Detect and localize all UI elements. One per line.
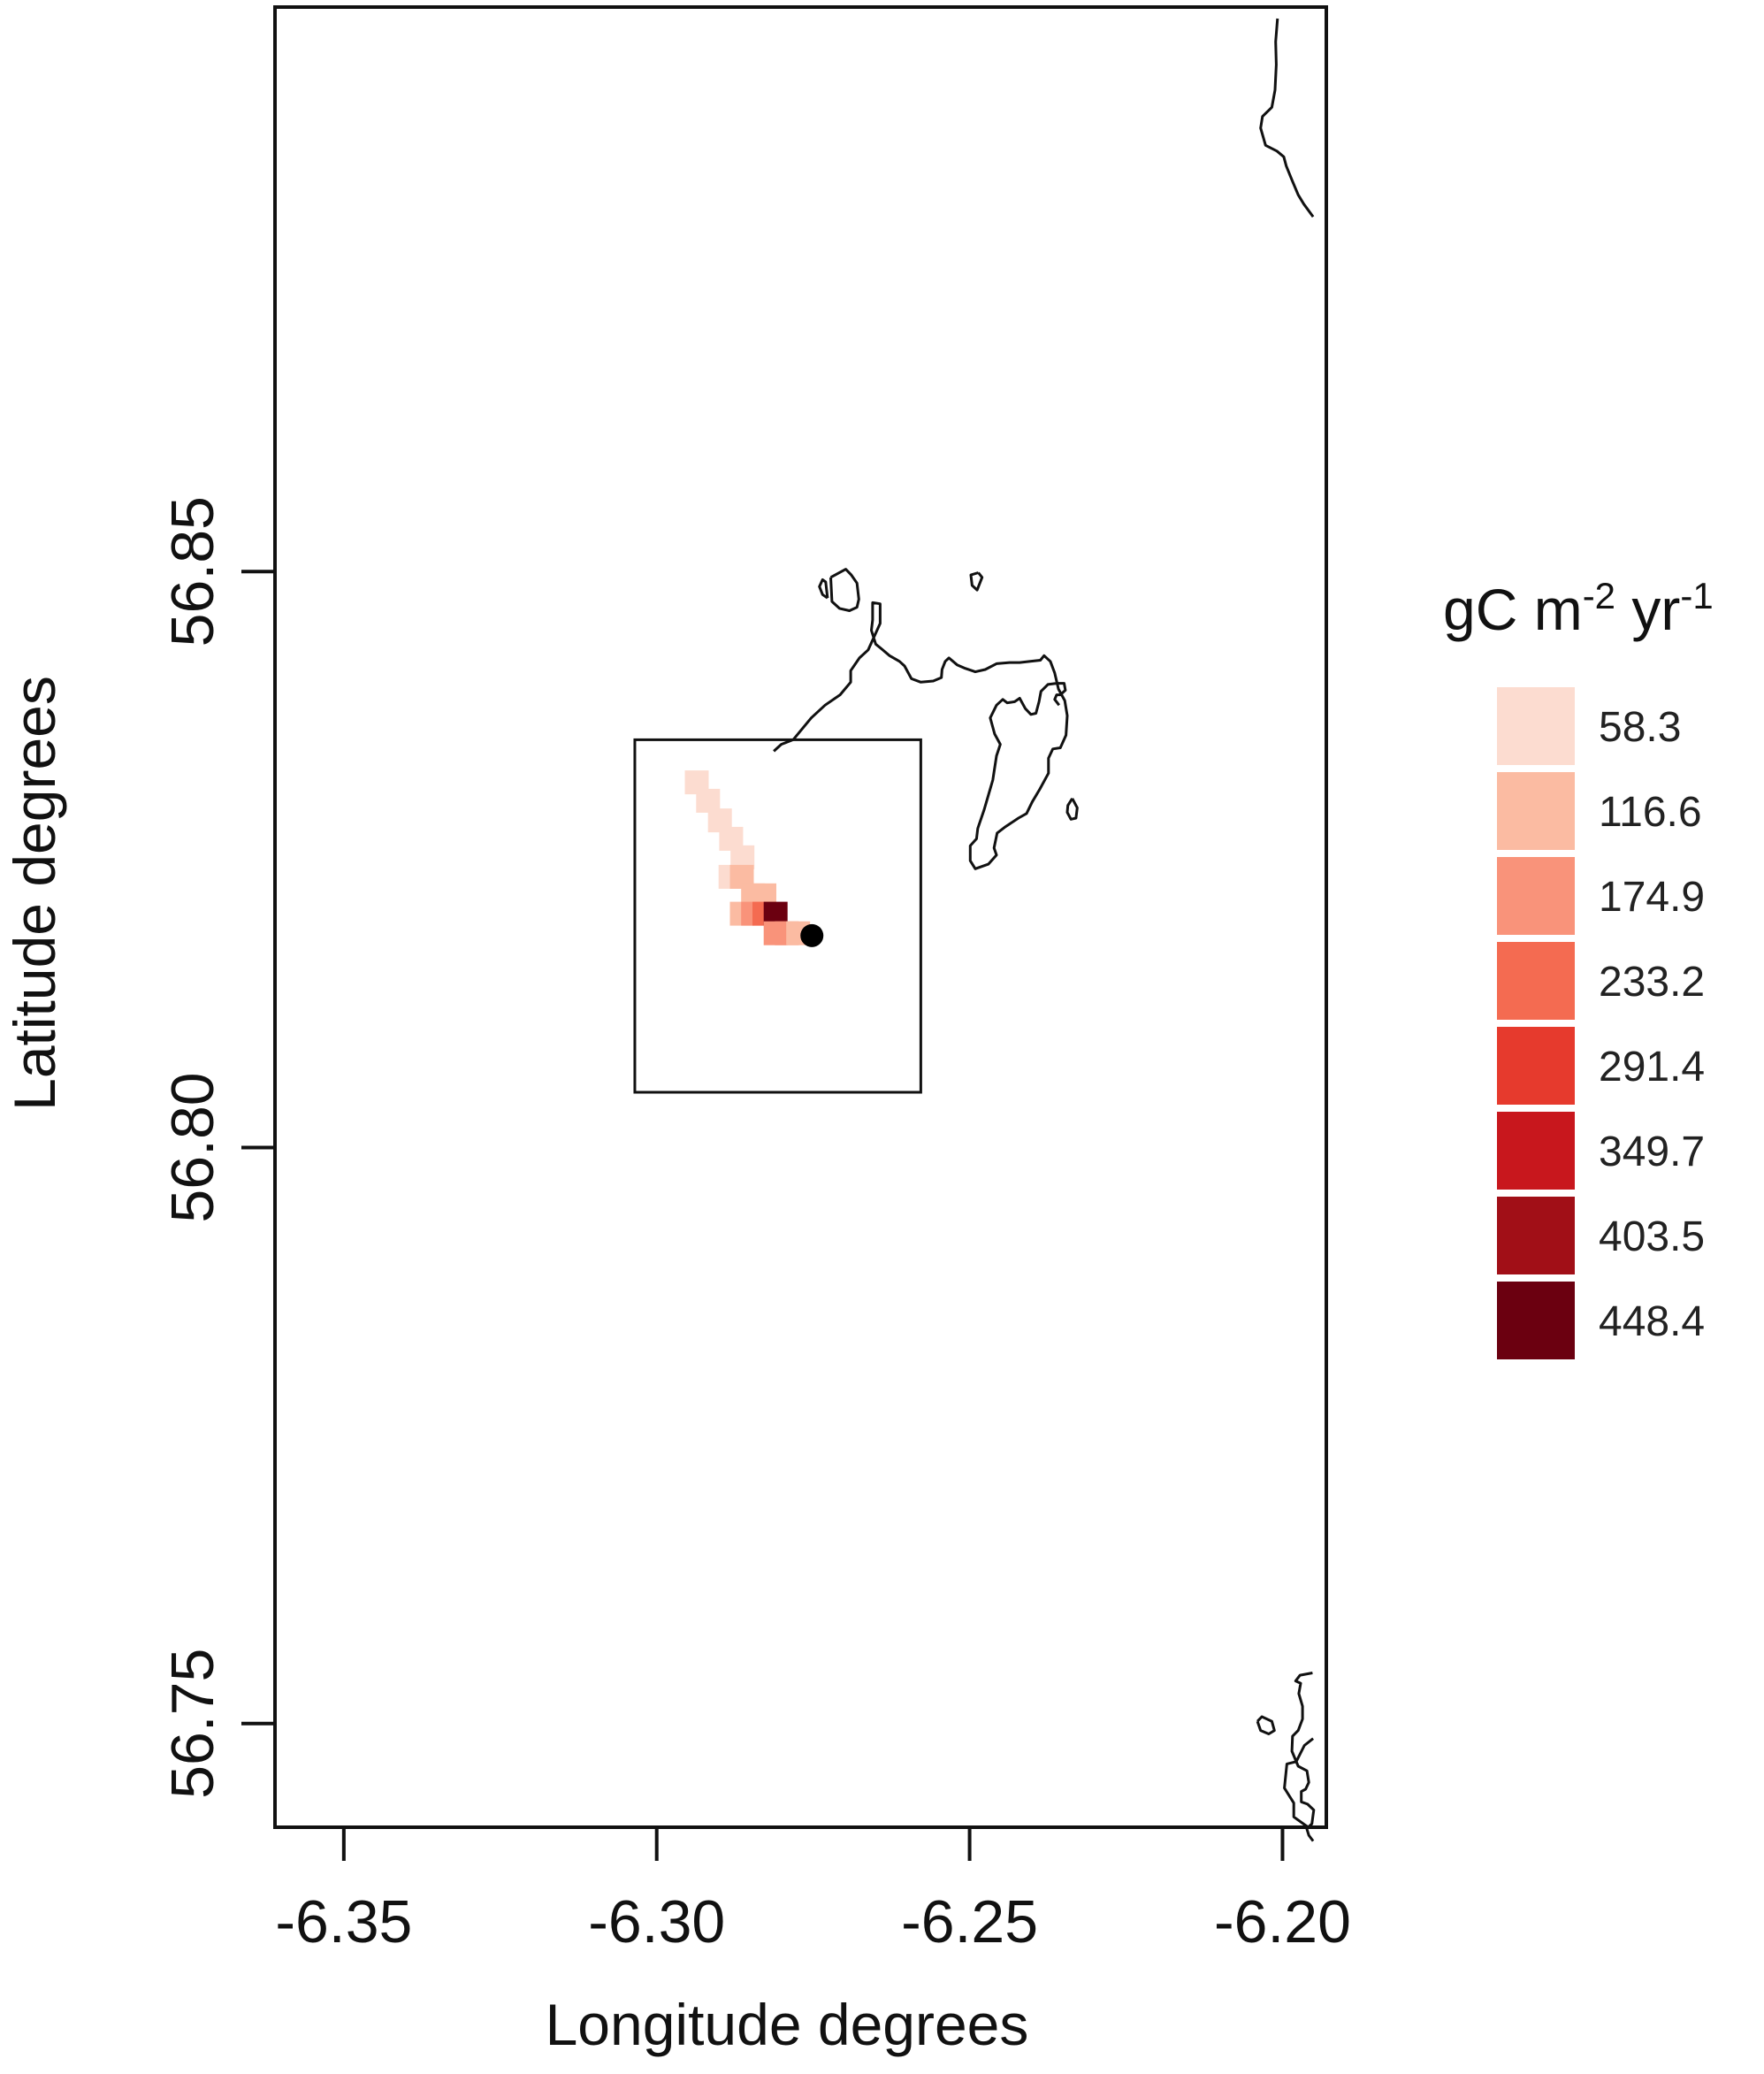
- legend-swatch-4: [1497, 1027, 1575, 1105]
- coastline-5: [1065, 797, 1079, 821]
- legend-label-2: 174.9: [1599, 874, 1705, 921]
- legend-label-1: 116.6: [1599, 789, 1702, 836]
- plot-frame: [273, 5, 1328, 1829]
- y-tick-label-1: 56.80: [159, 1072, 226, 1222]
- legend-swatch-1: [1497, 772, 1575, 850]
- legend-swatch-3: [1497, 942, 1575, 1020]
- legend-label-6: 403.5: [1599, 1213, 1705, 1260]
- y-tick-label-2: 56.85: [159, 496, 226, 647]
- legend-swatch-6: [1497, 1197, 1575, 1274]
- x-axis-title: Longitude degrees: [546, 1992, 1029, 2057]
- x-tick-label-2: -6.25: [901, 1888, 1038, 1955]
- coastline-7: [1283, 1672, 1316, 1829]
- legend-label-3: 233.2: [1599, 959, 1705, 1006]
- y-axis-title: Latitude degrees: [2, 676, 67, 1111]
- legend-swatch-7: [1497, 1282, 1575, 1359]
- legend-label-7: 448.4: [1599, 1298, 1705, 1345]
- x-tick-label-0: -6.35: [275, 1888, 412, 1955]
- legend-title: gC m-2 yr-1: [1443, 575, 1714, 642]
- legend: gC m-2 yr-1 58.3 116.6 174.9 233.2 291.4 349.…: [1443, 575, 1714, 1359]
- legend-swatch-2: [1497, 857, 1575, 935]
- legend-swatch-0: [1497, 687, 1575, 765]
- coastline-2: [829, 568, 860, 612]
- x-tick-label-1: -6.30: [588, 1888, 725, 1955]
- x-tick-label-3: -6.20: [1214, 1888, 1351, 1955]
- coastline-4: [969, 571, 984, 592]
- flux-heatmap-layer: [684, 770, 811, 945]
- legend-items: 58.3 116.6 174.9 233.2 291.4 349.7 403.5 448.4: [1497, 687, 1705, 1359]
- site-point-marker: [800, 923, 824, 947]
- coastline-0: [791, 601, 1069, 870]
- coastline-9: [1256, 1715, 1276, 1735]
- coastline-layer: [773, 18, 1316, 1842]
- x-axis: -6.35 -6.30 -6.25 -6.20: [275, 1827, 1351, 1955]
- coastline-6: [1259, 18, 1315, 218]
- coastline-1: [773, 739, 794, 753]
- legend-label-0: 58.3: [1599, 704, 1681, 751]
- coastline-3: [818, 578, 829, 600]
- y-axis: 56.75 56.80 56.85: [159, 496, 275, 1799]
- legend-label-5: 349.7: [1599, 1129, 1705, 1175]
- legend-label-4: 291.4: [1599, 1044, 1705, 1091]
- study-area-box: [633, 738, 922, 1094]
- legend-swatch-5: [1497, 1112, 1575, 1190]
- y-tick-label-0: 56.75: [159, 1649, 226, 1799]
